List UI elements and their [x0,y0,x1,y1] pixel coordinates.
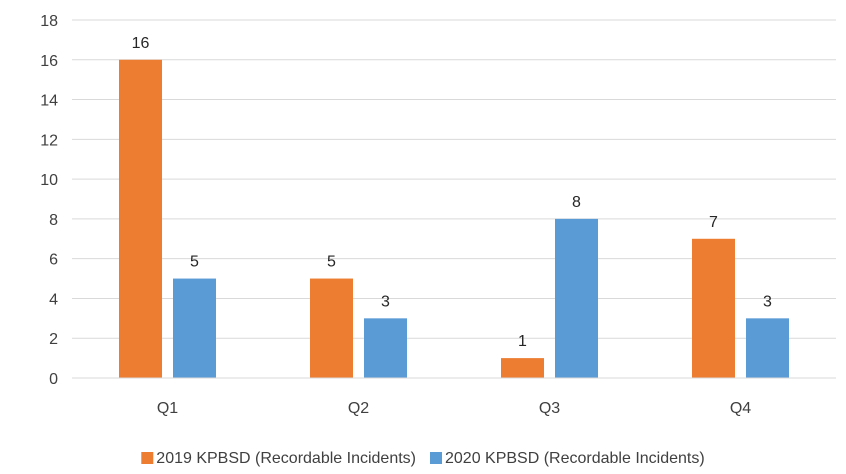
data-labels: 16 5 5 3 1 8 7 3 [132,35,772,350]
bar-q3-series-1[interactable] [501,358,544,378]
bar-q4-series-1[interactable] [692,238,735,378]
x-tick-label: Q4 [730,400,751,417]
legend-label: 2020 KPBSD (Recordable Incidents) [445,450,705,467]
legend-swatch [430,452,442,464]
legend-item-2[interactable]: 2020 KPBSD (Recordable Incidents) [430,450,705,467]
bar-q4-series-2[interactable] [746,318,789,378]
y-tick-label: 16 [40,53,58,70]
data-label: 16 [132,35,150,52]
bar-q2-series-2[interactable] [364,318,407,378]
y-tick-label: 2 [49,331,58,348]
data-label: 3 [763,293,772,310]
y-tick-label: 10 [40,172,58,189]
x-tick-label: Q3 [539,400,560,417]
x-tick-label: Q1 [157,400,178,417]
x-axis: Q1 Q2 Q3 Q4 [72,377,836,417]
y-tick-label: 8 [49,212,58,229]
bars [119,59,789,379]
data-label: 1 [518,333,527,350]
data-label: 8 [572,194,581,211]
bar-q2-series-1[interactable] [310,278,353,378]
y-tick-label: 6 [49,252,58,269]
y-axis: 0 2 4 6 8 10 12 14 16 18 [40,13,58,388]
y-tick-label: 0 [49,371,58,388]
y-tick-label: 12 [40,132,58,149]
y-tick-label: 4 [49,291,58,308]
bar-q1-series-1[interactable] [119,59,162,379]
bar-q3-series-2[interactable] [555,218,598,378]
bar-q1-series-2[interactable] [173,278,216,378]
data-label: 3 [381,293,390,310]
data-label: 5 [190,254,199,271]
legend: 2019 KPBSD (Recordable Incidents) 2020 KP… [141,450,705,467]
y-tick-label: 18 [40,13,58,30]
data-label: 7 [709,214,718,231]
legend-label: 2019 KPBSD (Recordable Incidents) [156,450,416,467]
data-label: 5 [327,254,336,271]
y-tick-label: 14 [40,93,58,110]
x-tick-label: Q2 [348,400,369,417]
legend-item-1[interactable]: 2019 KPBSD (Recordable Incidents) [141,450,416,467]
legend-swatch [141,452,154,464]
